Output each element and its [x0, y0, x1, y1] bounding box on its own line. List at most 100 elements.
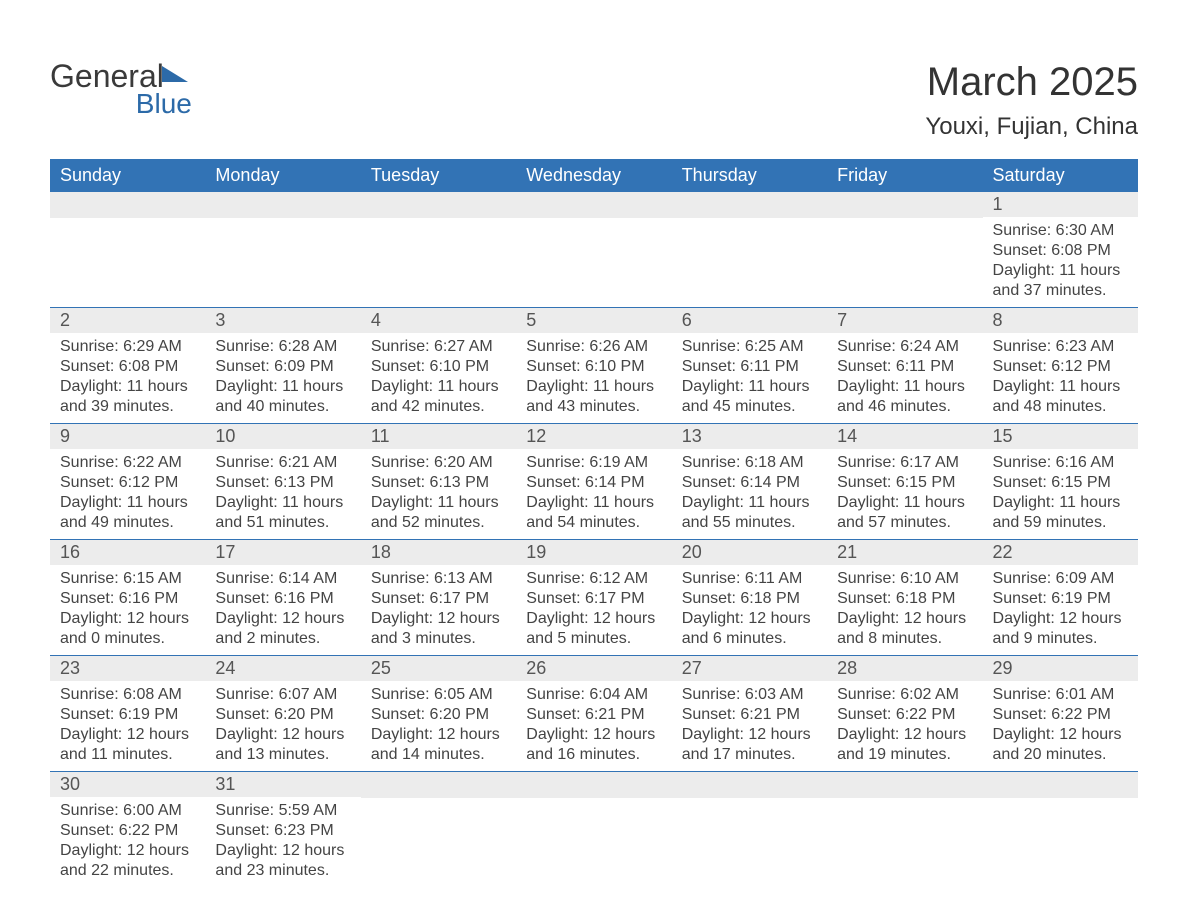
day-details: Sunrise: 6:29 AMSunset: 6:08 PMDaylight:…: [50, 333, 205, 419]
day-details: Sunrise: 6:15 AMSunset: 6:16 PMDaylight:…: [50, 565, 205, 651]
day-number: 30: [50, 772, 205, 797]
empty-day-bar: [827, 192, 982, 218]
daylight-line: Daylight: 12 hours and 23 minutes.: [215, 841, 350, 881]
calendar-cell: 18Sunrise: 6:13 AMSunset: 6:17 PMDayligh…: [361, 540, 516, 655]
calendar-cell: 3Sunrise: 6:28 AMSunset: 6:09 PMDaylight…: [205, 308, 360, 423]
sunrise-line: Sunrise: 6:01 AM: [993, 685, 1128, 705]
daylight-line: Daylight: 12 hours and 19 minutes.: [837, 725, 972, 765]
calendar-cell: 23Sunrise: 6:08 AMSunset: 6:19 PMDayligh…: [50, 656, 205, 771]
sunrise-line: Sunrise: 6:16 AM: [993, 453, 1128, 473]
sunrise-line: Sunrise: 6:12 AM: [526, 569, 661, 589]
daylight-line: Daylight: 12 hours and 20 minutes.: [993, 725, 1128, 765]
empty-day-body: [672, 218, 827, 288]
day-number: 17: [205, 540, 360, 565]
calendar-cell: 15Sunrise: 6:16 AMSunset: 6:15 PMDayligh…: [983, 424, 1138, 539]
sunset-line: Sunset: 6:17 PM: [526, 589, 661, 609]
sunrise-line: Sunrise: 6:07 AM: [215, 685, 350, 705]
sunset-line: Sunset: 6:14 PM: [526, 473, 661, 493]
daylight-line: Daylight: 12 hours and 6 minutes.: [682, 609, 817, 649]
day-details: Sunrise: 6:00 AMSunset: 6:22 PMDaylight:…: [50, 797, 205, 883]
daylight-line: Daylight: 11 hours and 37 minutes.: [993, 261, 1128, 301]
sunrise-line: Sunrise: 6:09 AM: [993, 569, 1128, 589]
day-number: 21: [827, 540, 982, 565]
sunrise-line: Sunrise: 6:08 AM: [60, 685, 195, 705]
sunset-line: Sunset: 6:20 PM: [371, 705, 506, 725]
sunset-line: Sunset: 6:12 PM: [993, 357, 1128, 377]
page-header: General Blue March 2025 Youxi, Fujian, C…: [50, 60, 1138, 141]
sunrise-line: Sunrise: 6:23 AM: [993, 337, 1128, 357]
sunset-line: Sunset: 6:18 PM: [837, 589, 972, 609]
day-details: Sunrise: 6:20 AMSunset: 6:13 PMDaylight:…: [361, 449, 516, 535]
calendar-cell: 25Sunrise: 6:05 AMSunset: 6:20 PMDayligh…: [361, 656, 516, 771]
daylight-line: Daylight: 11 hours and 55 minutes.: [682, 493, 817, 533]
month-title: March 2025: [925, 60, 1138, 105]
calendar-row: 2Sunrise: 6:29 AMSunset: 6:08 PMDaylight…: [50, 307, 1138, 423]
sunrise-line: Sunrise: 6:19 AM: [526, 453, 661, 473]
weekday-header-cell: Wednesday: [516, 159, 671, 192]
empty-day-body: [361, 218, 516, 288]
day-number: 13: [672, 424, 827, 449]
calendar-cell: [205, 192, 360, 307]
day-details: Sunrise: 6:09 AMSunset: 6:19 PMDaylight:…: [983, 565, 1138, 651]
calendar-cell: 6Sunrise: 6:25 AMSunset: 6:11 PMDaylight…: [672, 308, 827, 423]
weekday-header-cell: Sunday: [50, 159, 205, 192]
day-details: Sunrise: 6:04 AMSunset: 6:21 PMDaylight:…: [516, 681, 671, 767]
daylight-line: Daylight: 12 hours and 22 minutes.: [60, 841, 195, 881]
location-text: Youxi, Fujian, China: [925, 113, 1138, 141]
sunset-line: Sunset: 6:16 PM: [60, 589, 195, 609]
day-number: 20: [672, 540, 827, 565]
daylight-line: Daylight: 11 hours and 52 minutes.: [371, 493, 506, 533]
day-number: 31: [205, 772, 360, 797]
sunrise-line: Sunrise: 6:26 AM: [526, 337, 661, 357]
daylight-line: Daylight: 12 hours and 11 minutes.: [60, 725, 195, 765]
sunrise-line: Sunrise: 6:28 AM: [215, 337, 350, 357]
sunset-line: Sunset: 6:13 PM: [371, 473, 506, 493]
calendar-cell: 31Sunrise: 5:59 AMSunset: 6:23 PMDayligh…: [205, 772, 360, 887]
daylight-line: Daylight: 12 hours and 8 minutes.: [837, 609, 972, 649]
daylight-line: Daylight: 11 hours and 57 minutes.: [837, 493, 972, 533]
calendar-cell: [50, 192, 205, 307]
day-number: 14: [827, 424, 982, 449]
empty-day-body: [205, 218, 360, 288]
day-number: 22: [983, 540, 1138, 565]
calendar-cell: 9Sunrise: 6:22 AMSunset: 6:12 PMDaylight…: [50, 424, 205, 539]
calendar-cell: 24Sunrise: 6:07 AMSunset: 6:20 PMDayligh…: [205, 656, 360, 771]
sunrise-line: Sunrise: 5:59 AM: [215, 801, 350, 821]
title-block: March 2025 Youxi, Fujian, China: [925, 60, 1138, 141]
calendar-cell: 8Sunrise: 6:23 AMSunset: 6:12 PMDaylight…: [983, 308, 1138, 423]
calendar-cell: 21Sunrise: 6:10 AMSunset: 6:18 PMDayligh…: [827, 540, 982, 655]
day-details: Sunrise: 6:10 AMSunset: 6:18 PMDaylight:…: [827, 565, 982, 651]
day-details: Sunrise: 6:12 AMSunset: 6:17 PMDaylight:…: [516, 565, 671, 651]
day-number: 16: [50, 540, 205, 565]
calendar-cell: [672, 192, 827, 307]
day-details: Sunrise: 6:16 AMSunset: 6:15 PMDaylight:…: [983, 449, 1138, 535]
weekday-header-cell: Friday: [827, 159, 982, 192]
daylight-line: Daylight: 11 hours and 46 minutes.: [837, 377, 972, 417]
brand-triangle-icon: [162, 60, 192, 87]
sunrise-line: Sunrise: 6:17 AM: [837, 453, 972, 473]
day-details: Sunrise: 6:19 AMSunset: 6:14 PMDaylight:…: [516, 449, 671, 535]
day-number: 2: [50, 308, 205, 333]
empty-day-bar: [516, 192, 671, 218]
sunset-line: Sunset: 6:20 PM: [215, 705, 350, 725]
day-details: Sunrise: 6:22 AMSunset: 6:12 PMDaylight:…: [50, 449, 205, 535]
day-number: 7: [827, 308, 982, 333]
calendar-cell: 5Sunrise: 6:26 AMSunset: 6:10 PMDaylight…: [516, 308, 671, 423]
sunset-line: Sunset: 6:22 PM: [837, 705, 972, 725]
calendar-cell: [983, 772, 1138, 887]
day-details: Sunrise: 6:17 AMSunset: 6:15 PMDaylight:…: [827, 449, 982, 535]
empty-day-bar: [983, 772, 1138, 798]
sunset-line: Sunset: 6:14 PM: [682, 473, 817, 493]
sunrise-line: Sunrise: 6:29 AM: [60, 337, 195, 357]
day-details: Sunrise: 5:59 AMSunset: 6:23 PMDaylight:…: [205, 797, 360, 883]
sunrise-line: Sunrise: 6:22 AM: [60, 453, 195, 473]
calendar-cell: [827, 192, 982, 307]
day-details: Sunrise: 6:23 AMSunset: 6:12 PMDaylight:…: [983, 333, 1138, 419]
calendar-cell: 12Sunrise: 6:19 AMSunset: 6:14 PMDayligh…: [516, 424, 671, 539]
sunrise-line: Sunrise: 6:20 AM: [371, 453, 506, 473]
sunset-line: Sunset: 6:08 PM: [60, 357, 195, 377]
day-number: 4: [361, 308, 516, 333]
empty-day-body: [50, 218, 205, 288]
sunset-line: Sunset: 6:22 PM: [993, 705, 1128, 725]
calendar-row: 16Sunrise: 6:15 AMSunset: 6:16 PMDayligh…: [50, 539, 1138, 655]
